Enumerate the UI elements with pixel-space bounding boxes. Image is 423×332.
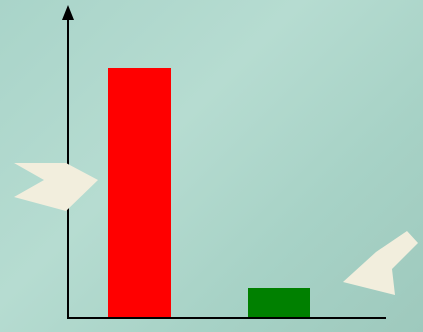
annotations-layer: [14, 163, 418, 295]
pointer-arrow-left: [14, 163, 98, 211]
bar-2: [248, 288, 310, 318]
bars-layer: [108, 68, 310, 318]
pointer-arrow-right: [343, 231, 418, 295]
y-axis-arrowhead: [62, 5, 74, 20]
bar-1: [108, 68, 171, 318]
